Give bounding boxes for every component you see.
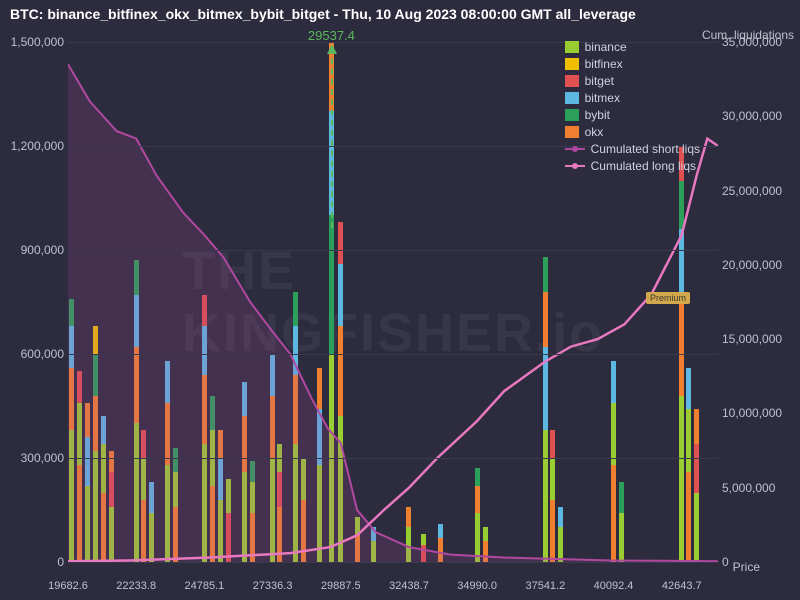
y-right-tick: 10,000,000: [722, 406, 782, 420]
y-left-tick: 1,200,000: [11, 139, 64, 153]
y-right-tick: 0: [722, 555, 729, 569]
y-right-tick: 25,000,000: [722, 184, 782, 198]
x-tick: 37541.2: [525, 580, 565, 592]
x-tick: 42643.7: [662, 580, 702, 592]
x-tick: 40092.4: [594, 580, 634, 592]
legend-label: okx: [585, 125, 604, 139]
chart-title: BTC: binance_bitfinex_okx_bitmex_bybit_b…: [10, 6, 636, 22]
legend-item: binance: [565, 40, 700, 54]
legend-swatch: [565, 126, 579, 138]
y-left-tick: 900,000: [21, 243, 64, 257]
annotation-arrow-head: [327, 44, 337, 54]
legend-label: bitget: [585, 74, 614, 88]
legend-label: Cumulated long liqs: [591, 159, 696, 173]
legend-item: Cumulated short liqs: [565, 142, 700, 156]
legend-swatch: [565, 109, 579, 121]
y-left-tick: 300,000: [21, 451, 64, 465]
x-tick: 27336.3: [253, 580, 293, 592]
x-axis-title: Price: [733, 560, 760, 574]
x-tick: 29887.5: [321, 580, 361, 592]
y-right-tick: 30,000,000: [722, 109, 782, 123]
legend-swatch: [565, 41, 579, 53]
x-tick: 22233.8: [116, 580, 156, 592]
annotation-arrow-line: [331, 48, 333, 228]
legend-label: binance: [585, 40, 627, 54]
legend-line-icon: [565, 148, 585, 150]
annotation-label: 29537.4: [308, 28, 355, 43]
x-tick: 34990.0: [457, 580, 497, 592]
legend-label: Cumulated short liqs: [591, 142, 700, 156]
y-left-tick: 0: [57, 555, 64, 569]
legend-label: bitmex: [585, 91, 620, 105]
y-right-tick: 20,000,000: [722, 258, 782, 272]
x-tick: 19682.6: [48, 580, 88, 592]
x-tick: 32438.7: [389, 580, 429, 592]
y-right-title: Cum. liquidations: [702, 28, 794, 42]
premium-badge: Premium: [646, 292, 690, 304]
x-tick: 24785.1: [184, 580, 224, 592]
legend-item: bitget: [565, 74, 700, 88]
legend-item: bybit: [565, 108, 700, 122]
legend-line-icon: [565, 165, 585, 167]
y-left-tick: 600,000: [21, 347, 64, 361]
legend-swatch: [565, 92, 579, 104]
legend-item: bitmex: [565, 91, 700, 105]
y-left-tick: 1,500,000: [11, 35, 64, 49]
legend: binance bitfinex bitget bitmex bybit okx Cumul…: [565, 40, 700, 176]
legend-swatch: [565, 58, 579, 70]
legend-swatch: [565, 75, 579, 87]
legend-item: okx: [565, 125, 700, 139]
y-right-tick: 5,000,000: [722, 481, 775, 495]
legend-label: bybit: [585, 108, 610, 122]
y-right-tick: 15,000,000: [722, 332, 782, 346]
legend-label: bitfinex: [585, 57, 623, 71]
legend-item: bitfinex: [565, 57, 700, 71]
legend-item: Cumulated long liqs: [565, 159, 700, 173]
